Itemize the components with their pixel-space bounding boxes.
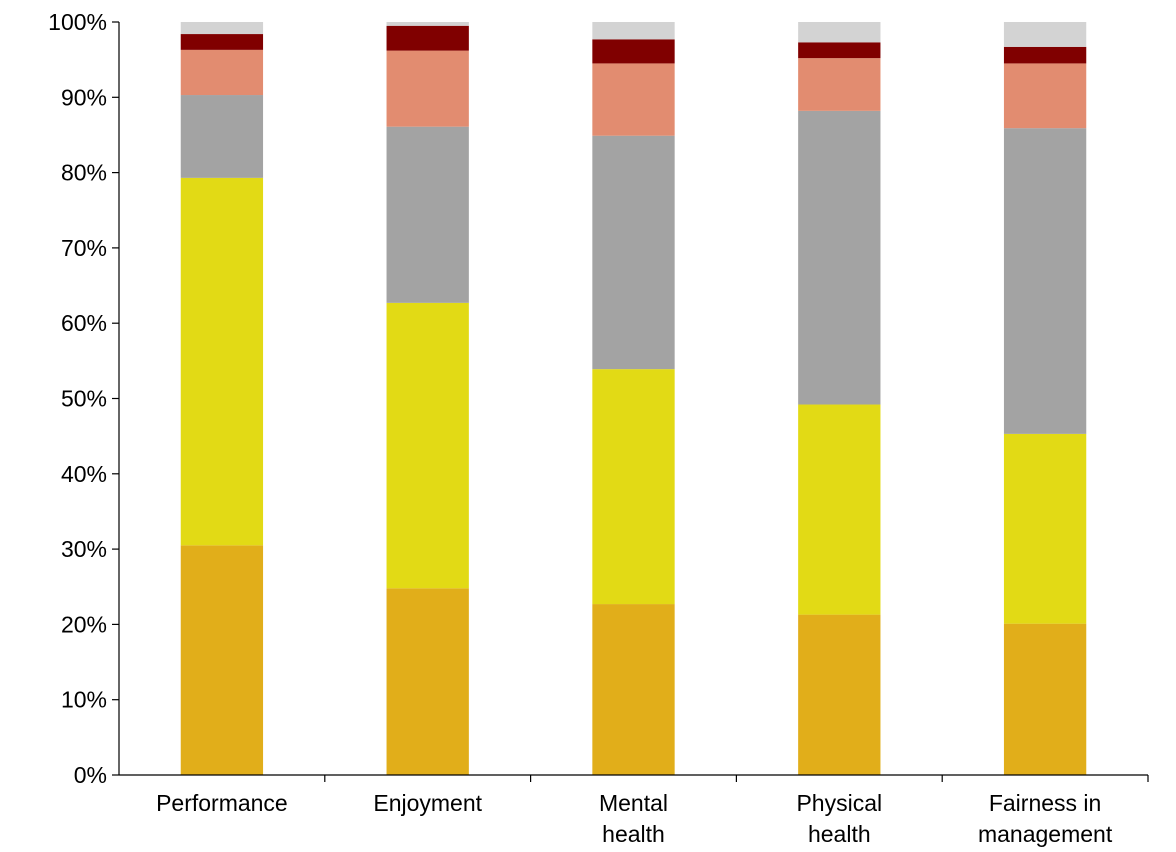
bar-segment-2-2 xyxy=(386,302,469,589)
bar-segment-1-3 xyxy=(180,95,264,178)
bar-segment-2-5 xyxy=(386,25,469,51)
bar-segment-2-3 xyxy=(386,126,469,303)
y-tick-label: 80% xyxy=(61,160,107,186)
y-tick-label: 70% xyxy=(61,235,107,261)
y-tick-label: 30% xyxy=(61,536,107,562)
bar-segment-4-6 xyxy=(798,22,881,43)
bar-segment-3-4 xyxy=(592,63,675,136)
bar-segment-5-5 xyxy=(1003,46,1087,64)
x-category-label: Mental xyxy=(599,790,668,816)
bar-segment-4-5 xyxy=(798,42,881,59)
bar-segment-5-6 xyxy=(1003,22,1087,47)
bar-segment-2-1 xyxy=(386,588,469,775)
x-category-label: Enjoyment xyxy=(373,790,482,816)
x-category-label: health xyxy=(602,821,665,847)
y-tick-label: 20% xyxy=(61,611,107,637)
y-tick-label: 0% xyxy=(74,762,107,788)
bar-segment-2-6 xyxy=(386,22,469,26)
bars-layer xyxy=(180,22,1087,775)
bar-segment-2-4 xyxy=(386,50,469,127)
labels-layer: 0% 10% 20% 30% 40% 50% 60% 70% 80% 90% 100% Perform… xyxy=(48,9,1113,847)
bar-segment-3-5 xyxy=(592,39,675,64)
bar-segment-5-1 xyxy=(1003,623,1087,775)
bar-segment-1-6 xyxy=(180,22,264,35)
y-tick-label: 40% xyxy=(61,461,107,487)
bar-segment-4-2 xyxy=(798,404,881,615)
y-tick-label: 50% xyxy=(61,386,107,412)
bar-segment-5-2 xyxy=(1003,433,1087,624)
bar-segment-3-2 xyxy=(592,369,675,605)
bar-segment-3-1 xyxy=(592,604,675,775)
bar-segment-5-3 xyxy=(1003,128,1087,434)
bar-segment-3-3 xyxy=(592,135,675,370)
bar-segment-3-6 xyxy=(592,22,675,40)
bar-segment-4-4 xyxy=(798,58,881,111)
y-tick-label: 10% xyxy=(61,687,107,713)
x-category-label: Physical xyxy=(796,790,882,816)
axes-layer xyxy=(112,21,1149,782)
bar-segment-4-3 xyxy=(798,110,881,405)
y-tick-label: 60% xyxy=(61,310,107,336)
x-category-label: management xyxy=(978,821,1113,847)
y-tick-label: 90% xyxy=(61,84,107,110)
bar-segment-1-2 xyxy=(180,177,264,546)
x-category-label: Performance xyxy=(156,790,288,816)
x-category-label: health xyxy=(808,821,871,847)
y-tick-label: 100% xyxy=(48,9,107,35)
x-category-label: Fairness in xyxy=(989,790,1101,816)
bar-segment-1-5 xyxy=(180,34,264,50)
bar-segment-1-4 xyxy=(180,49,264,96)
bar-segment-5-4 xyxy=(1003,63,1087,129)
bar-segment-4-1 xyxy=(798,614,881,775)
bar-segment-1-1 xyxy=(180,545,264,775)
